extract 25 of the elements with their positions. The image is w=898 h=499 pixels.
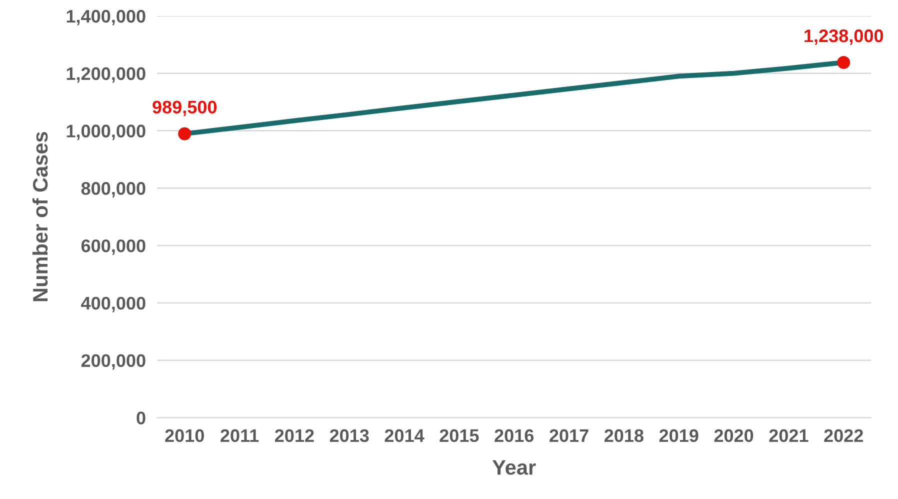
- y-tick-label: 200,000: [81, 354, 146, 370]
- y-tick-label: 1,400,000: [66, 10, 146, 26]
- x-tick-label: 2021: [769, 429, 808, 442]
- x-tick-label: 2016: [494, 429, 534, 442]
- x-tick-label: 2014: [384, 429, 424, 442]
- y-tick-label: 800,000: [81, 182, 146, 198]
- y-tick-label: 1,000,000: [66, 124, 146, 140]
- x-tick-label: 2013: [330, 429, 369, 442]
- data-label: 1,238,000: [804, 29, 884, 45]
- x-tick-label: 2015: [440, 429, 479, 442]
- data-label: 989,500: [152, 100, 217, 116]
- y-tick-label: 1,200,000: [66, 67, 146, 83]
- y-tick-label: 400,000: [81, 296, 146, 312]
- y-tick-label: 0: [136, 412, 146, 424]
- x-tick-label: 2010: [165, 429, 204, 442]
- x-tick-label: 2017: [550, 429, 588, 442]
- y-axis-title: Number of Cases: [32, 132, 48, 302]
- x-tick-label: 2019: [659, 429, 698, 442]
- x-axis-title: Year: [492, 460, 536, 475]
- y-tick-label: 600,000: [81, 239, 146, 255]
- x-tick-label: 2018: [604, 429, 644, 442]
- x-tick-label: 2020: [714, 429, 754, 442]
- x-tick-label: 2012: [274, 429, 314, 442]
- x-tick-label: 2011: [220, 429, 259, 442]
- x-tick-label: 2022: [824, 429, 863, 442]
